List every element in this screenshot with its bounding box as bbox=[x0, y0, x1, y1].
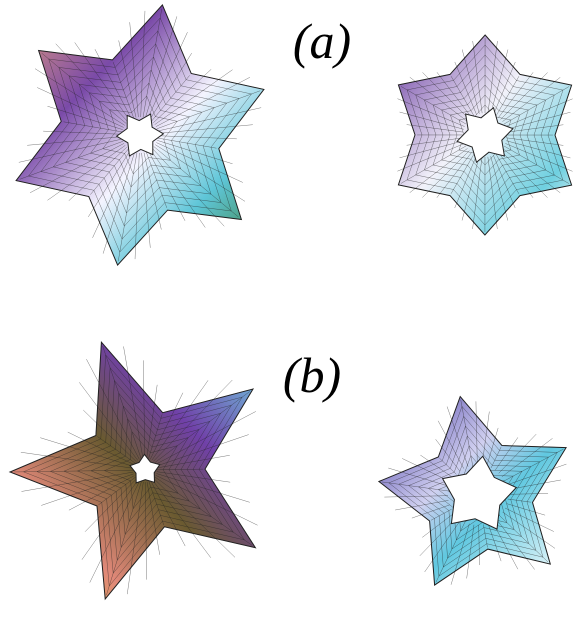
surface-part bbox=[10, 342, 255, 599]
panel-label: (a) bbox=[293, 13, 351, 69]
figure: (a) (b) bbox=[0, 0, 581, 622]
panel-label: (b) bbox=[283, 347, 341, 403]
surfaces bbox=[10, 5, 573, 599]
